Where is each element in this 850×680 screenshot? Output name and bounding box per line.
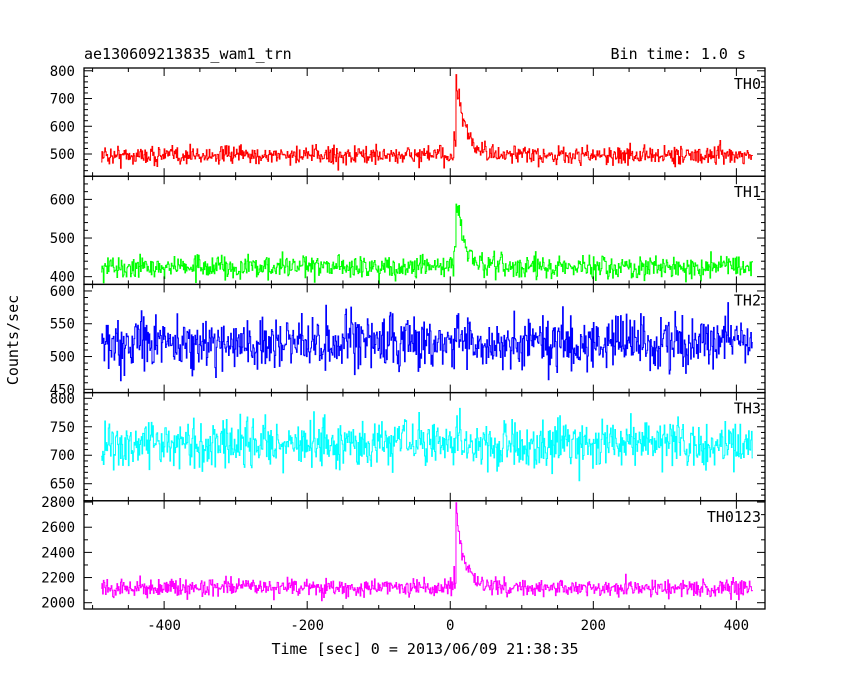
series-line-th3 — [101, 407, 753, 482]
panel-th0123: 2000 2200 2400 2600 2800 TH0123 — [41, 495, 766, 612]
panel-th0: 500 600 700 800 TH0 — [50, 64, 766, 177]
panel-name-label: TH1 — [734, 183, 761, 201]
panel-name-label: TH2 — [734, 291, 761, 309]
x-axis-label: Time [sec] 0 = 2013/06/09 21:38:35 — [271, 640, 578, 658]
panel-th1: 400 500 600 TH1 — [50, 175, 766, 286]
panel-name-label: TH0 — [734, 75, 761, 93]
panel-th3: 650 700 750 800 TH3 — [50, 391, 766, 502]
series-line-th1 — [101, 203, 753, 285]
y-tick-label: 700 — [50, 92, 75, 108]
series-line-th0 — [101, 74, 753, 171]
panel-th2: 450 500 550 600 TH2 — [50, 283, 766, 398]
y-tick-label: 750 — [50, 420, 75, 436]
y-tick-label: 600 — [50, 119, 75, 135]
y-tick-label: 600 — [50, 192, 75, 208]
y-tick-label: 500 — [50, 350, 75, 366]
series-line-th0123 — [101, 502, 753, 602]
x-tick-label: 400 — [724, 618, 749, 634]
panels: 500 600 700 800 TH0 400 500 600 TH1 450 500 550 600 T… — [41, 64, 766, 612]
series-line-th2 — [101, 302, 753, 382]
chart-title: ae130609213835_wam1_trn — [84, 45, 292, 63]
y-tick-label: 2800 — [41, 495, 75, 511]
y-tick-label: 2000 — [41, 596, 75, 612]
panel-name-label: TH3 — [734, 400, 761, 418]
y-tick-label: 800 — [50, 391, 75, 407]
y-axis-label: Counts/sec — [4, 295, 22, 385]
y-tick-label: 2600 — [41, 520, 75, 536]
y-tick-label: 450 — [50, 382, 75, 398]
y-tick-label: 2200 — [41, 571, 75, 587]
y-tick-label: 550 — [50, 317, 75, 333]
x-tick-label: 0 — [446, 618, 454, 634]
x-tick-labels: -400 -200 0 200 400 — [147, 618, 749, 634]
y-tick-label: 800 — [50, 64, 75, 80]
panel-frame — [83, 500, 766, 610]
y-tick-label: 2400 — [41, 545, 75, 561]
y-tick-label: 600 — [50, 284, 75, 300]
x-tick-label: 200 — [581, 618, 606, 634]
y-tick-label: 400 — [50, 270, 75, 286]
y-tick-label: 700 — [50, 448, 75, 464]
y-tick-label: 500 — [50, 231, 75, 247]
chart-subtitle: Bin time: 1.0 s — [611, 45, 746, 63]
y-tick-label: 500 — [50, 147, 75, 163]
x-tick-label: -200 — [290, 618, 324, 634]
y-tick-label: 650 — [50, 477, 75, 493]
panel-name-label: TH0123 — [707, 508, 761, 526]
x-tick-label: -400 — [147, 618, 181, 634]
